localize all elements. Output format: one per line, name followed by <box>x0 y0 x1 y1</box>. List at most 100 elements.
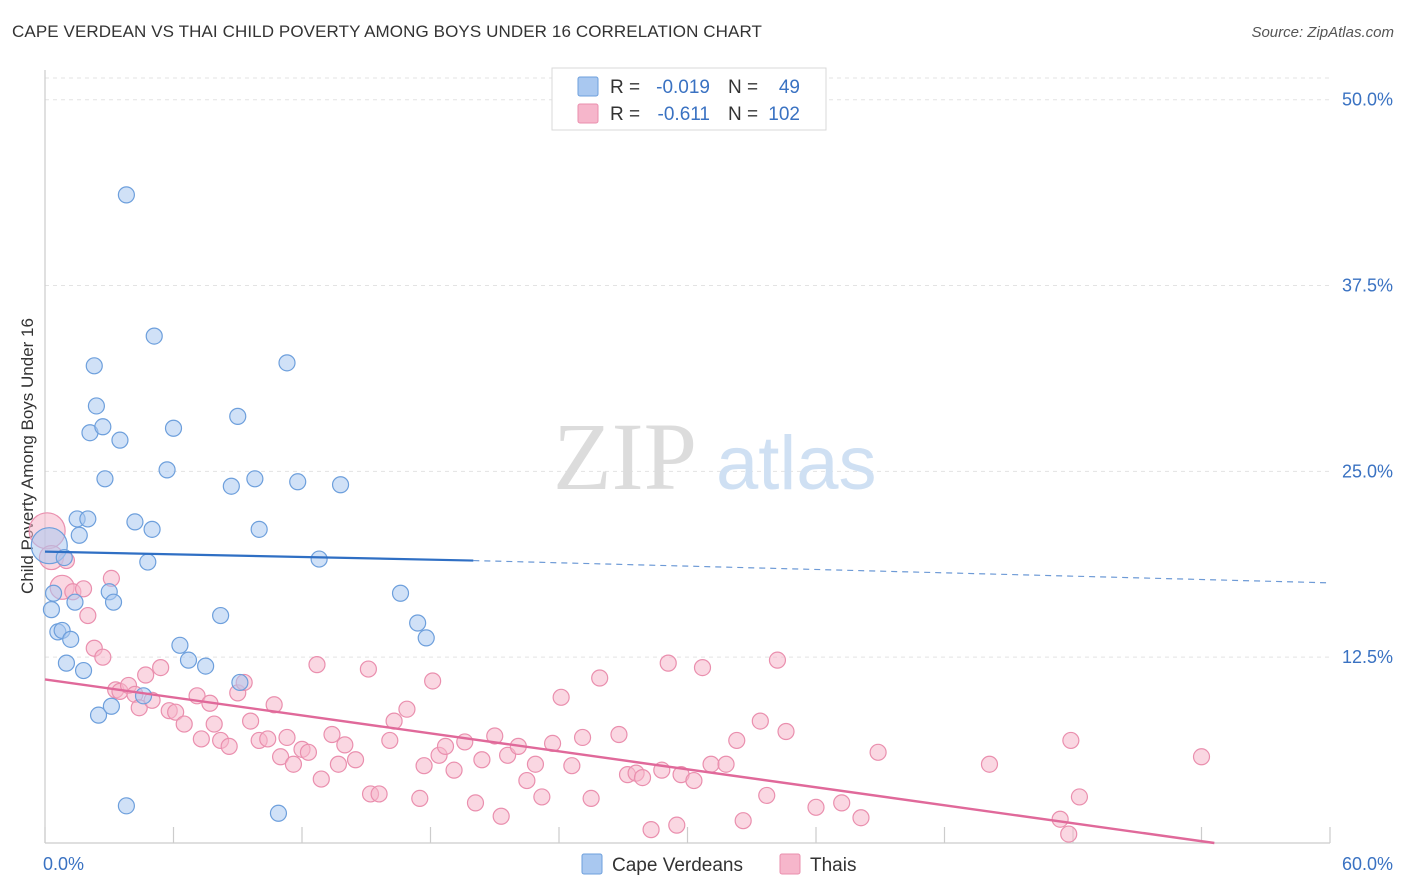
cape-verdeans-point <box>117 186 135 204</box>
thais-point <box>1051 810 1069 828</box>
cape-verdeans-point <box>85 357 103 375</box>
thais-point <box>573 728 592 747</box>
cape-verdeans-point <box>331 476 350 494</box>
stats-legend: R = -0.019 N = 49 R = -0.611 N = 102 <box>551 67 827 131</box>
chart-title: CAPE VERDEAN VS THAI CHILD POVERTY AMONG… <box>12 22 763 41</box>
thais-point <box>1070 788 1089 806</box>
thais-point <box>758 786 776 805</box>
thais-point <box>492 807 510 825</box>
x-tick-label-max: 60.0% <box>1342 854 1393 874</box>
cape-verdeans-point <box>44 584 63 602</box>
legend-r-value-pink: -0.611 <box>658 104 710 125</box>
thais-point <box>1060 825 1078 843</box>
y-tick-label: 37.5% <box>1342 276 1393 296</box>
cape-verdeans-point <box>250 520 268 538</box>
y-tick-labels: 12.5% 25.0% 37.5% 50.0% <box>1342 90 1393 667</box>
thais-point <box>436 737 455 755</box>
y-tick-label: 50.0% <box>1342 90 1393 110</box>
y-tick-label: 25.0% <box>1342 461 1393 481</box>
trend-lines <box>44 550 1331 845</box>
thais-point <box>552 688 570 706</box>
legend-r-value-blue: -0.019 <box>656 77 710 98</box>
thais-point <box>265 696 283 714</box>
thais-point <box>220 737 238 755</box>
thais-point <box>192 730 210 748</box>
thais-point <box>259 730 277 748</box>
thais-point <box>299 743 318 761</box>
thais-point <box>94 648 112 666</box>
cape-verdeans-point <box>79 510 97 528</box>
thais-point <box>278 728 296 747</box>
thais-point <box>323 725 341 744</box>
thais-point <box>167 703 185 721</box>
cape-verdeans-point <box>143 520 161 538</box>
legend-r-label-blue: R = <box>610 77 640 98</box>
legend-n-value-pink: 102 <box>768 104 800 125</box>
thais-point <box>734 812 752 830</box>
cape-verdeans-point <box>126 513 144 531</box>
thais-point <box>668 816 686 834</box>
thais-point <box>473 751 491 769</box>
thais-point <box>685 771 703 790</box>
watermark-zip: ZIP <box>553 403 697 510</box>
series-label-cape-verdeans: Cape Verdeans <box>612 855 743 876</box>
cape-verdeans-point <box>139 553 157 571</box>
legend-r-label-pink: R = <box>610 104 640 125</box>
thais-point <box>137 666 155 684</box>
cape-verdeans-point <box>104 593 123 611</box>
cape-verdeans-point <box>222 477 240 495</box>
cape-verdeans-point <box>62 630 80 648</box>
thais-point <box>175 715 193 733</box>
thais-point <box>415 757 433 775</box>
thais-point <box>980 755 999 773</box>
thais-point <box>518 771 536 790</box>
thais-point <box>582 789 600 808</box>
cape-verdeans-point <box>158 461 176 479</box>
cape-verdeans-point <box>87 397 106 415</box>
thais-point <box>728 731 746 750</box>
cape-verdeans-point <box>117 797 135 815</box>
legend-n-label-blue: N = <box>728 77 758 98</box>
thais-point <box>271 748 290 766</box>
cape-verdeans-point <box>417 629 435 647</box>
cape-verdeans-point <box>391 584 410 602</box>
cape-verdeans-point <box>134 687 153 705</box>
thais-point <box>381 731 399 750</box>
cape-verdeans-point <box>246 470 264 488</box>
thais-point <box>205 715 223 733</box>
cape-verdeans-trend-dashed <box>473 559 1331 584</box>
thais-point <box>329 755 348 773</box>
series-label-thais: Thais <box>810 855 856 876</box>
thais-point <box>152 658 170 677</box>
cape-verdeans-point <box>111 431 129 449</box>
cape-verdeans-point <box>145 327 163 345</box>
thais-point <box>359 660 377 678</box>
thais-point <box>74 580 93 598</box>
cape-verdeans-point <box>55 548 73 567</box>
thais-point <box>308 656 326 674</box>
thais-point <box>807 798 825 816</box>
cape-verdeans-point <box>289 473 307 491</box>
thais-point <box>242 712 260 730</box>
thais-point <box>1062 731 1080 750</box>
y-tick-label: 12.5% <box>1342 647 1393 667</box>
thais-point <box>702 755 720 773</box>
cape-verdeans-point <box>164 419 183 437</box>
thais-point <box>591 669 609 687</box>
cape-verdeans-point <box>89 706 108 724</box>
cape-verdeans-point <box>74 661 93 680</box>
cape-verdeans-point <box>66 593 84 611</box>
cape-verdeans-point <box>57 654 76 672</box>
thais-point <box>346 751 365 769</box>
cape-verdeans-points <box>30 186 435 822</box>
thais-point <box>869 743 887 761</box>
cape-verdeans-point <box>171 636 189 654</box>
cape-verdeans-point <box>212 606 230 625</box>
thais-point <box>717 755 735 773</box>
thais-point <box>852 809 870 827</box>
cape-verdeans-point <box>278 354 296 372</box>
thais-point <box>424 672 442 690</box>
thais-point <box>466 794 485 812</box>
cape-verdeans-point <box>310 550 328 568</box>
